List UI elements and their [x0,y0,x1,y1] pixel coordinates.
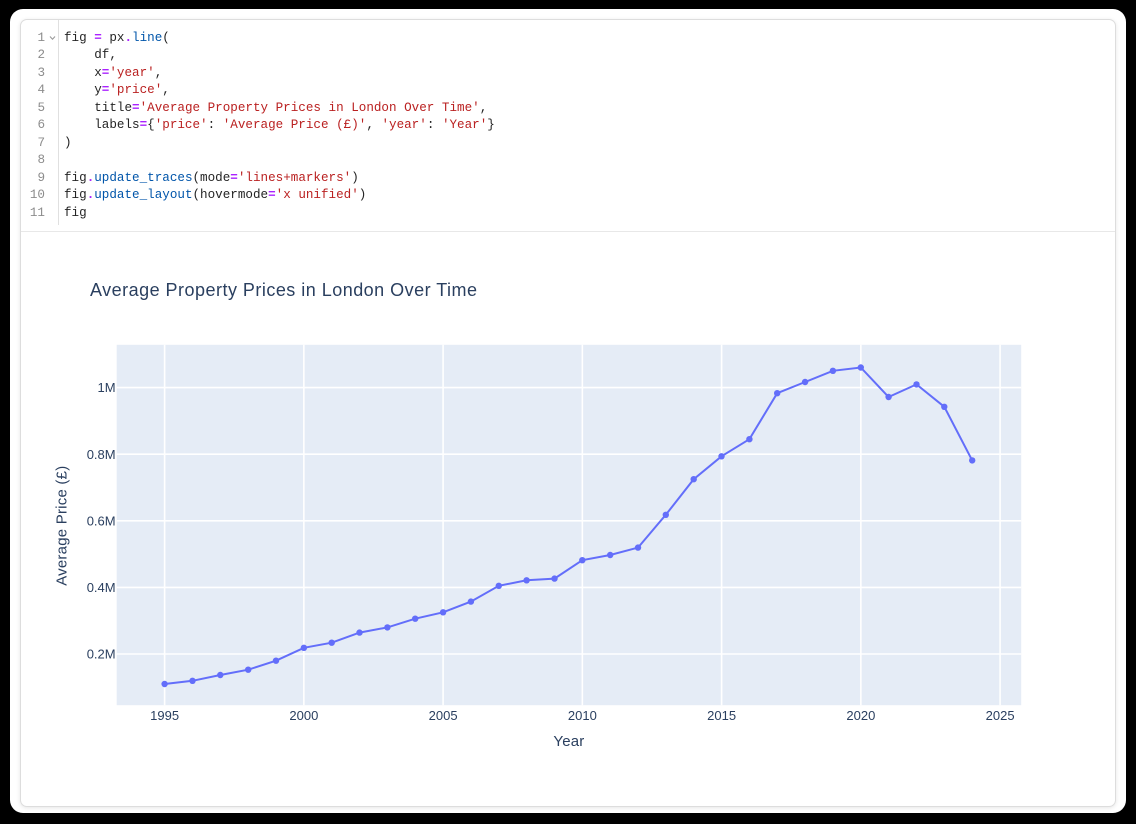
svg-text:0.6M: 0.6M [87,513,116,528]
svg-text:Average Property Prices in Lon: Average Property Prices in London Over T… [90,280,477,300]
svg-text:0.2M: 0.2M [87,647,116,662]
svg-text:2015: 2015 [707,708,736,723]
svg-text:2010: 2010 [568,708,597,723]
svg-text:0.8M: 0.8M [87,447,116,462]
svg-text:Average Price (£): Average Price (£) [54,466,71,586]
svg-text:2020: 2020 [846,708,875,723]
svg-text:2005: 2005 [429,708,458,723]
svg-text:1995: 1995 [150,708,179,723]
svg-text:1M: 1M [98,380,116,395]
svg-text:2025: 2025 [986,708,1015,723]
svg-text:Year: Year [553,733,584,750]
svg-text:0.4M: 0.4M [87,580,116,595]
svg-text:2000: 2000 [289,708,318,723]
